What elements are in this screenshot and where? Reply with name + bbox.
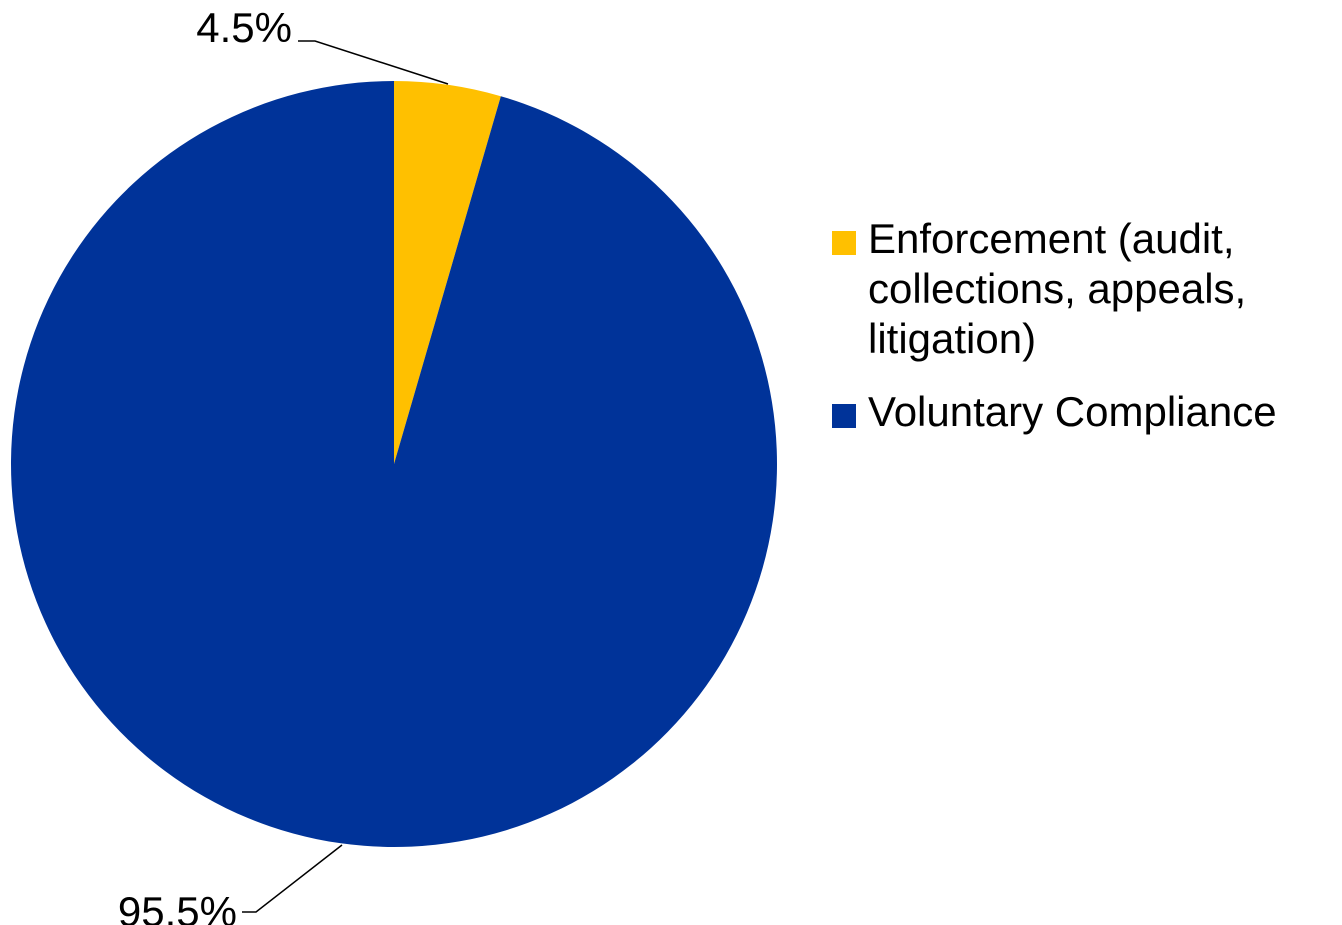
legend: Enforcement (audit, collections, appeals… xyxy=(832,214,1342,460)
legend-swatch-enforcement xyxy=(832,231,856,255)
legend-label-enforcement: Enforcement (audit, collections, appeals… xyxy=(868,215,1247,362)
legend-label-voluntary: Voluntary Compliance xyxy=(868,388,1277,435)
pie-slices xyxy=(11,81,778,848)
leader-line-enforcement xyxy=(298,40,449,85)
data-label-voluntary: 95.5% xyxy=(118,888,237,925)
data-label-enforcement: 4.5% xyxy=(196,4,292,51)
pie-slice-voluntary-compliance xyxy=(11,81,778,848)
legend-swatch-voluntary xyxy=(832,404,856,428)
legend-item-voluntary: Voluntary Compliance xyxy=(832,387,1342,437)
legend-item-enforcement: Enforcement (audit, collections, appeals… xyxy=(832,214,1342,364)
pie-slice-enforcement xyxy=(394,81,501,464)
pie-data-labels: 4.5% 95.5% xyxy=(118,4,449,925)
leader-line-voluntary xyxy=(242,844,343,913)
